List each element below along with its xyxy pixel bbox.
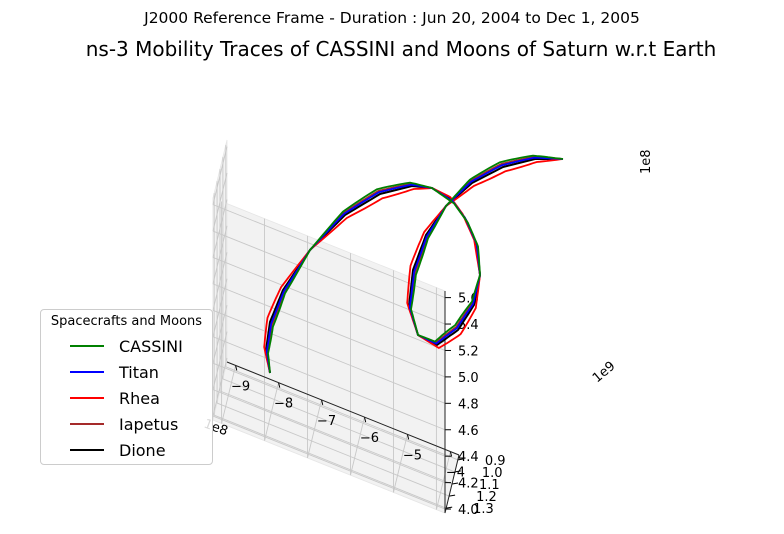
y-axis-line — [444, 454, 460, 514]
legend-swatch — [70, 449, 104, 451]
x-tick-label: −7 — [317, 414, 336, 429]
z-grid-line — [212, 172, 228, 232]
axis-panes — [212, 139, 460, 514]
y-grid-line — [222, 378, 456, 473]
z-grid-line — [212, 146, 228, 205]
z-grid-line — [212, 362, 446, 457]
z-tick-label: 4.6 — [458, 424, 479, 439]
z-grid-line — [212, 415, 446, 510]
y-tick — [454, 470, 461, 473]
x-axis-line — [226, 361, 460, 456]
z-tick-label: 5.2 — [458, 344, 479, 359]
legend-item-iapetus: Iapetus — [41, 412, 178, 436]
z-grid-line — [212, 283, 446, 378]
y-tick — [446, 506, 453, 509]
legend-swatch — [70, 345, 104, 347]
y-grid-line — [213, 414, 447, 509]
x-tick — [406, 434, 410, 440]
x-tick-label: −9 — [231, 379, 250, 394]
chart-title: ns-3 Mobility Traces of CASSINI and Moon… — [85, 37, 717, 61]
z-tick-label: 4.2 — [458, 477, 479, 492]
x-tick — [363, 416, 367, 423]
z-tick-label: 4.4 — [458, 450, 479, 465]
legend: Spacecrafts and Moons CASSINI Titan Rhea Ia… — [40, 309, 213, 465]
z-grid-line — [212, 336, 446, 431]
y-tick-label: 0.9 — [485, 454, 506, 469]
trajectory-lines — [263, 154, 564, 374]
y-grid-line — [216, 402, 450, 497]
legend-label: Iapetus — [119, 414, 179, 434]
x-tick-label: −6 — [360, 431, 379, 446]
legend-label: Dione — [119, 440, 166, 460]
y-tick-label: 1.0 — [482, 466, 503, 481]
legend-item-cassini: CASSINI — [41, 334, 183, 358]
legend-label: CASSINI — [119, 336, 183, 356]
chart-subtitle: J2000 Reference Frame - Duration : Jun 2… — [144, 9, 640, 27]
grid-lines — [212, 144, 459, 510]
legend-title: Spacecrafts and Moons — [50, 314, 203, 329]
z-tick-label: 4.0 — [458, 503, 479, 518]
z-offset-label: 1e8 — [639, 149, 654, 174]
y-tick — [457, 458, 464, 461]
y-tick — [451, 482, 459, 485]
x-tick — [449, 451, 453, 457]
legend-label: Rhea — [119, 388, 160, 408]
legend-label: Titan — [119, 362, 159, 382]
x-tick — [321, 399, 324, 406]
series-line-cassini — [267, 154, 564, 374]
legend-swatch — [70, 397, 104, 399]
legend-swatch — [70, 371, 104, 373]
z-grid-line — [212, 204, 446, 299]
tick-marks — [226, 291, 464, 514]
y-grid-line — [219, 390, 453, 485]
legend-item-rhea: Rhea — [41, 386, 160, 410]
z-grid-line — [212, 257, 446, 351]
x-tick — [278, 382, 281, 388]
y-tick-label: 1.2 — [476, 490, 497, 505]
legend-item-dione: Dione — [41, 438, 166, 462]
x-tick — [235, 365, 238, 371]
z-grid-line — [212, 389, 446, 484]
x-tick-label: −8 — [274, 397, 293, 412]
x-tick-label: −4 — [446, 466, 465, 481]
x-tick-label: −5 — [403, 448, 422, 463]
y-tick — [449, 494, 456, 497]
y-offset-label: 1e9 — [590, 359, 618, 386]
y-grid-line — [225, 366, 459, 461]
legend-item-titan: Titan — [41, 360, 159, 384]
z-tick-label: 4.8 — [458, 397, 479, 412]
z-grid-line — [212, 230, 446, 325]
z-grid-line — [212, 309, 446, 404]
y-tick-label: 1.1 — [479, 478, 500, 493]
legend-swatch — [70, 423, 104, 425]
z-tick-label: 5.0 — [458, 371, 479, 386]
y-tick-label: 1.3 — [473, 502, 494, 517]
